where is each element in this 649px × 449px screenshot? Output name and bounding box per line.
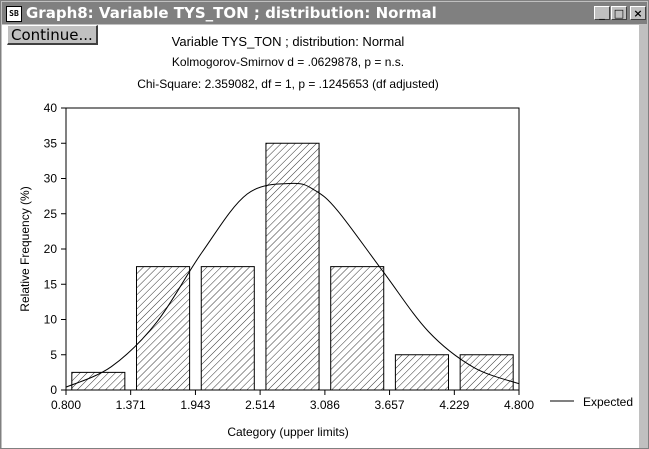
chart-title: Variable TYS_TON ; distribution: Normal (172, 34, 405, 49)
y-tick-label: 30 (44, 172, 58, 186)
y-tick-label: 0 (50, 383, 57, 397)
histogram-bar-4 (265, 142, 320, 391)
histogram-bar-2 (135, 266, 191, 391)
close-button[interactable]: × (630, 6, 646, 20)
chart-subtitle-1: Kolmogorov-Smirnov d = .0629878, p = n.s… (172, 55, 404, 69)
legend-expected-label: Expected (583, 395, 633, 409)
x-tick-label: 3.657 (375, 398, 405, 412)
x-tick-label: 4.800 (504, 398, 534, 412)
histogram-bar-7 (459, 354, 514, 391)
x-tick-label: 1.371 (116, 398, 146, 412)
y-tick-label: 20 (44, 242, 58, 256)
y-tick-label: 10 (44, 313, 58, 327)
x-tick-label: 1.943 (180, 398, 210, 412)
plot-area: 0 5 10 15 20 25 30 35 40 0.800 1.371 1.943 2.514 3.08… (44, 101, 535, 412)
statistica-graph-icon[interactable]: SB (6, 6, 22, 22)
window-title: Graph8: Variable TYS_TON ; distribution:… (26, 4, 437, 22)
minimize-button[interactable]: _ (594, 6, 610, 20)
x-tick-label: 0.800 (51, 398, 81, 412)
maximize-button[interactable]: □ (611, 6, 627, 20)
y-tick-label: 35 (44, 136, 58, 150)
continue-button[interactable]: Continue... (7, 25, 98, 45)
y-axis-label: Relative Frequency (%) (18, 186, 32, 311)
histogram-bar-1 (71, 371, 126, 391)
x-tick-label: 3.086 (310, 398, 340, 412)
x-axis-label: Category (upper limits) (227, 425, 348, 439)
y-tick-label: 5 (50, 348, 57, 362)
y-tick-label: 40 (44, 101, 58, 115)
histogram-bar-3 (200, 266, 255, 391)
title-bar[interactable]: SB Graph8: Variable TYS_TON ; distributi… (2, 2, 647, 24)
y-tick-label: 25 (44, 207, 58, 221)
histogram-bar-5 (330, 266, 385, 391)
histogram-bar-6 (394, 354, 450, 391)
vertical-scrollbar[interactable] (639, 25, 647, 448)
x-tick-label: 2.514 (245, 398, 275, 412)
chart-subtitle-2: Chi-Square: 2.359082, df = 1, p = .12456… (137, 77, 439, 91)
y-tick-label: 15 (44, 277, 58, 291)
expected-normal-curve (65, 182, 520, 388)
x-tick-label: 4.229 (439, 398, 469, 412)
